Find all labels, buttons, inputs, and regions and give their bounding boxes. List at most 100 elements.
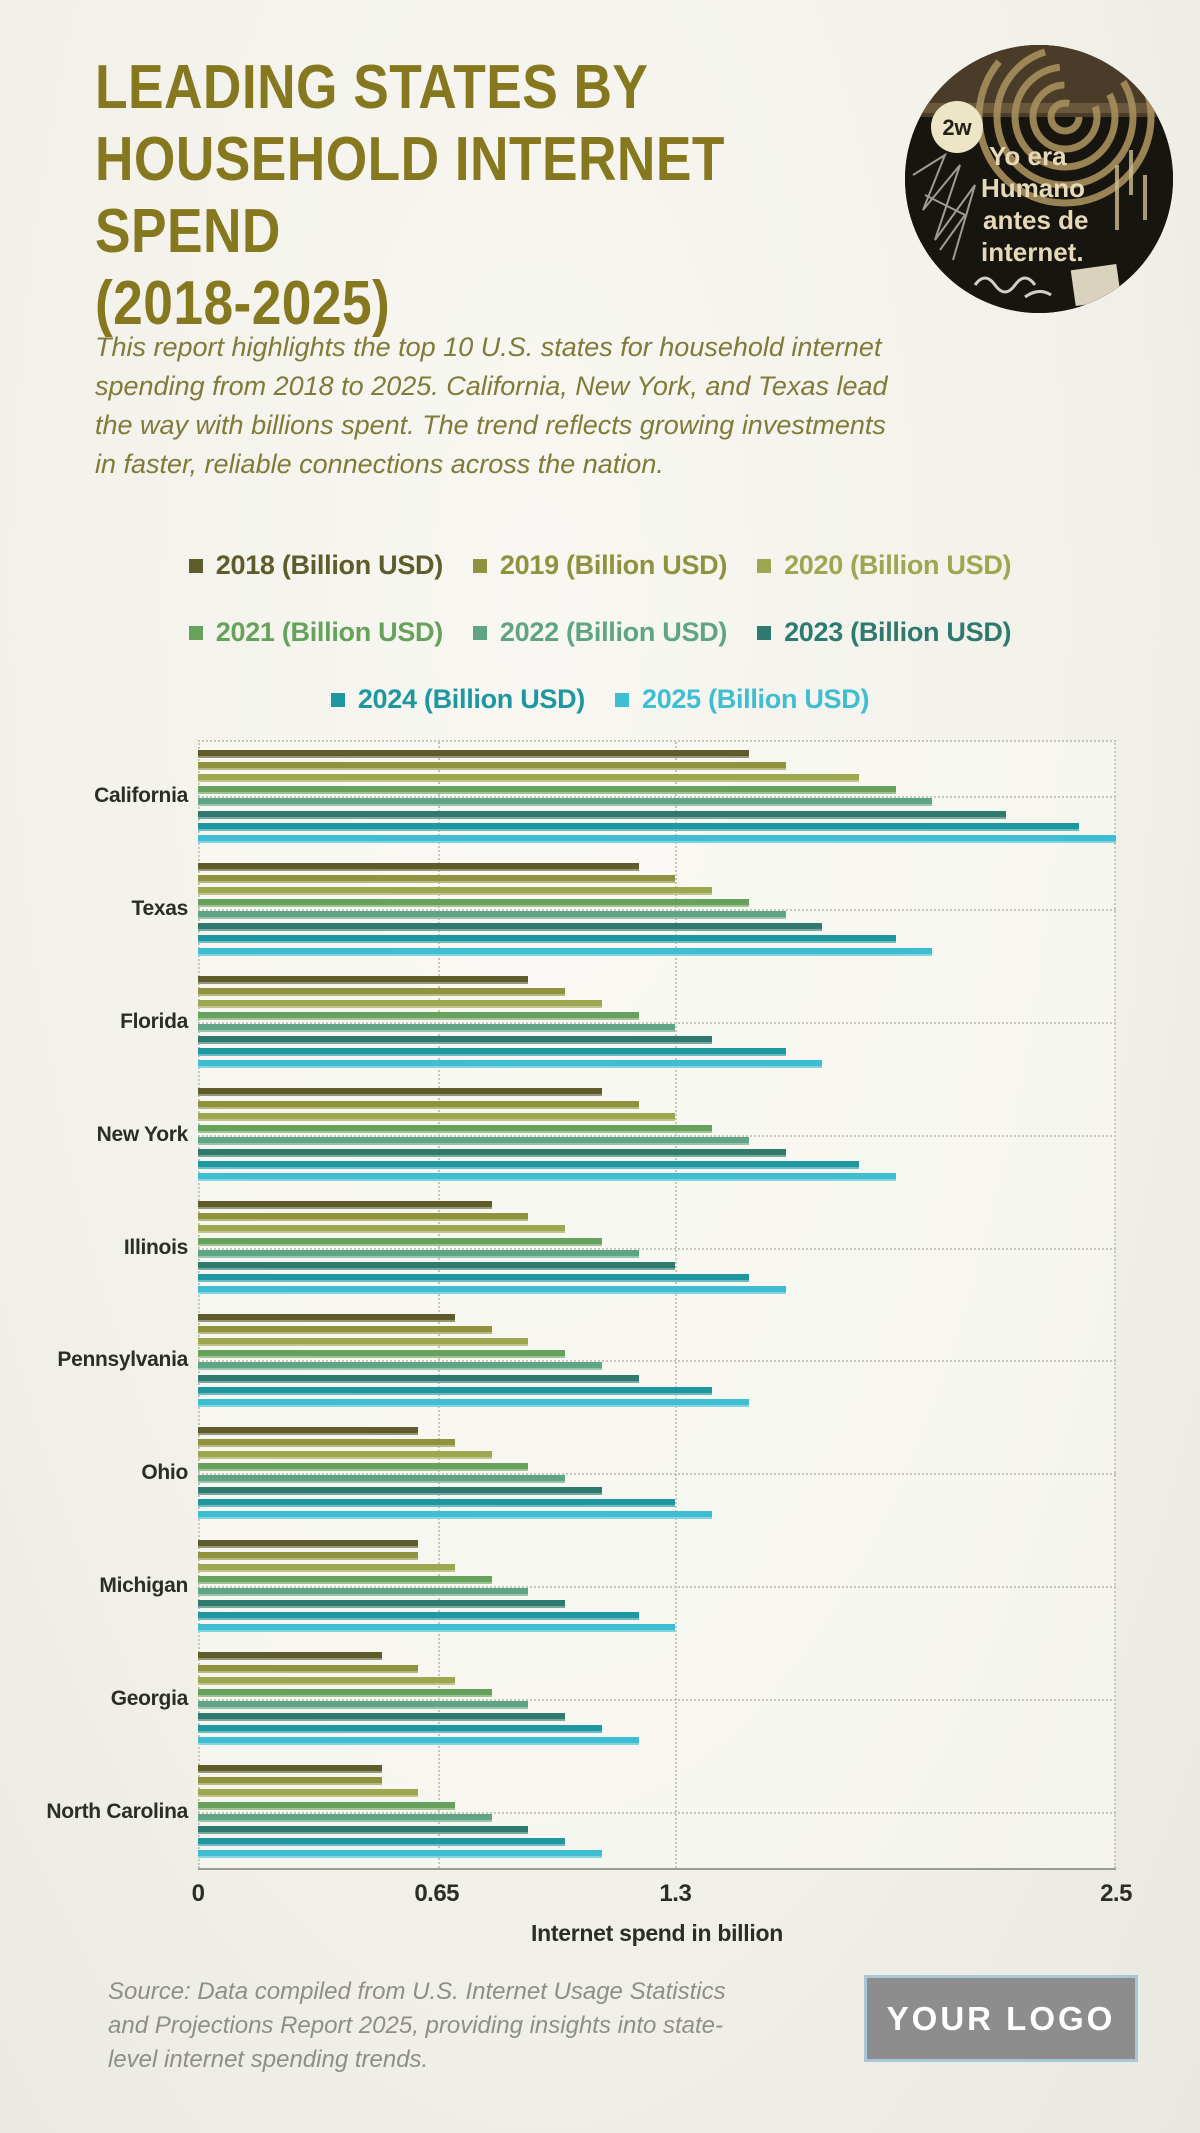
bar-california-2019 <box>198 762 786 771</box>
legend-item-2018: 2018 (Billion USD) <box>188 550 443 581</box>
legend-swatch-2021 <box>188 625 203 640</box>
bar-georgia-2024 <box>198 1724 602 1733</box>
bar-new-york-2018 <box>198 1088 602 1097</box>
logo-placeholder: YOUR LOGO <box>864 1975 1138 2062</box>
bar-new-york-2024 <box>198 1161 859 1169</box>
legend-item-2025: 2025 (Billion USD) <box>615 684 869 715</box>
bar-illinois-2018 <box>198 1201 492 1210</box>
category-bars <box>198 1530 1116 1643</box>
bar-georgia-2025 <box>198 1737 639 1746</box>
legend-item-2024: 2024 (Billion USD) <box>330 684 585 715</box>
category-bars <box>198 1191 1116 1304</box>
legend-swatch-2022 <box>472 625 487 640</box>
legend-row: 2024 (Billion USD) 2025 (Billion USD) <box>60 684 1140 715</box>
x-axis-title: Internet spend in billion <box>531 1920 783 1946</box>
bar-georgia-2018 <box>198 1652 382 1661</box>
bar-ohio-2019 <box>198 1438 456 1447</box>
bar-texas-2020 <box>198 887 713 896</box>
bar-texas-2023 <box>198 923 823 932</box>
bar-new-york-2025 <box>198 1173 896 1182</box>
svg-text:internet.: internet. <box>981 237 1084 267</box>
gridline-0-65 <box>437 742 440 1868</box>
category-label: Georgia <box>110 1686 189 1710</box>
page-title: LEADING STATES BY HOUSEHOLD INTERNET SPE… <box>95 52 869 340</box>
hero-image: 2w Yo era Humano antes de internet. <box>905 45 1173 313</box>
legend-item-2019: 2019 (Billion USD) <box>472 550 727 581</box>
chart-plot-area: California Texas Florida New York Illinois Pe… <box>46 740 1116 1868</box>
bar-pennsylvania-2022 <box>198 1362 602 1371</box>
bar-new-york-2019 <box>198 1100 639 1109</box>
legend-swatch-2018 <box>188 558 203 573</box>
bar-michigan-2019 <box>198 1551 419 1560</box>
graffiti-wall-illustration: 2w Yo era Humano antes de internet. <box>905 45 1173 313</box>
x-tick-1-3: 1.3 <box>659 1880 692 1907</box>
category-label: Ohio <box>141 1461 188 1485</box>
bar-pennsylvania-2024 <box>198 1386 713 1395</box>
bar-georgia-2019 <box>198 1664 419 1673</box>
bar-texas-2022 <box>198 911 786 920</box>
bar-ohio-2021 <box>198 1463 529 1472</box>
bar-california-2023 <box>198 810 1006 819</box>
legend-label: 2021 (Billion USD) <box>215 617 443 647</box>
legend-row: 2018 (Billion USD) 2019 (Billion USD) 2020… <box>60 550 1140 581</box>
legend-swatch-2023 <box>757 625 772 640</box>
bar-florida-2023 <box>198 1036 713 1045</box>
category-gridline <box>198 796 1116 799</box>
bar-new-york-2020 <box>198 1112 676 1121</box>
legend-swatch-2025 <box>615 692 629 707</box>
category-bars <box>198 853 1116 966</box>
bar-illinois-2024 <box>198 1273 749 1282</box>
bar-georgia-2021 <box>198 1688 492 1697</box>
legend-label: 2025 (Billion USD) <box>642 684 870 714</box>
svg-text:2w: 2w <box>942 115 972 140</box>
category-bars <box>198 1417 1116 1530</box>
bar-ohio-2025 <box>198 1511 713 1520</box>
page-title-line-3: (2018-2025) <box>95 268 391 338</box>
bar-florida-2018 <box>198 975 529 984</box>
category-gridline <box>198 1585 1116 1588</box>
category-gridline <box>198 1698 1116 1701</box>
bar-chart: California Texas Florida New York Illinois Pe… <box>46 740 1132 1946</box>
bar-pennsylvania-2023 <box>198 1374 639 1383</box>
category-gridline <box>198 1360 1116 1363</box>
bar-florida-2025 <box>198 1060 823 1069</box>
chart-row-illinois: Illinois <box>48 1191 1116 1304</box>
bar-california-2024 <box>198 822 1080 831</box>
bar-illinois-2022 <box>198 1249 639 1258</box>
category-bars <box>198 966 1116 1079</box>
bar-illinois-2020 <box>198 1225 566 1234</box>
bar-california-2025 <box>198 834 1116 843</box>
bar-texas-2021 <box>198 899 749 908</box>
svg-text:Yo era: Yo era <box>989 141 1067 171</box>
bar-texas-2024 <box>198 935 896 944</box>
bar-california-2020 <box>198 774 859 783</box>
category-bars <box>198 740 1116 853</box>
chart-row-pennsylvania: Pennsylvania <box>48 1304 1116 1417</box>
category-gridline <box>198 1134 1116 1137</box>
chart-row-texas: Texas <box>48 853 1116 966</box>
bar-michigan-2018 <box>198 1539 419 1548</box>
x-tick-0: 0 <box>191 1880 205 1907</box>
gridline-1-3 <box>675 742 678 1868</box>
chart-row-north-carolina: North Carolina <box>46 1755 1116 1868</box>
bar-illinois-2021 <box>198 1237 602 1246</box>
bar-california-2018 <box>198 750 749 759</box>
chart-row-georgia: Georgia <box>48 1642 1116 1755</box>
bar-michigan-2022 <box>198 1588 529 1596</box>
svg-text:Humano: Humano <box>981 173 1085 203</box>
category-gridline <box>198 909 1116 912</box>
chart-legend: 2018 (Billion USD) 2019 (Billion USD) 2020… <box>60 550 1140 751</box>
legend-item-2020: 2020 (Billion USD) <box>757 550 1012 581</box>
legend-label: 2018 (Billion USD) <box>215 550 443 580</box>
bar-michigan-2025 <box>198 1624 676 1633</box>
category-bars <box>198 1642 1116 1755</box>
legend-swatch-2020 <box>757 558 772 573</box>
bar-texas-2019 <box>198 874 676 883</box>
chart-row-florida: Florida <box>48 966 1116 1079</box>
bar-north-carolina-2019 <box>198 1777 382 1786</box>
chart-row-michigan: Michigan <box>48 1530 1116 1643</box>
bar-north-carolina-2018 <box>198 1765 382 1774</box>
bar-illinois-2019 <box>198 1213 529 1222</box>
bar-michigan-2020 <box>198 1563 456 1572</box>
bar-pennsylvania-2019 <box>198 1326 492 1335</box>
